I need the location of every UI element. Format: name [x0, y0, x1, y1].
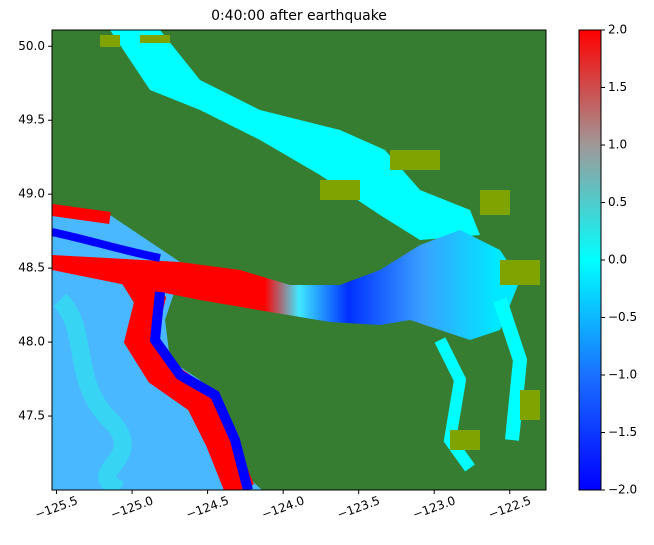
x-tick-label: −125.5 [33, 493, 80, 521]
x-tick-label: −125.0 [109, 493, 156, 521]
y-tick-label: 48.5 [18, 261, 45, 275]
x-tick-label: −124.5 [184, 493, 231, 521]
colorbar-tick-label: −1.5 [608, 425, 637, 439]
colorbar-tick-label: 0.0 [608, 253, 627, 267]
colorbar-tick-label: 1.0 [608, 138, 627, 152]
y-tick-label: 48.0 [18, 335, 45, 349]
x-tick-label: −124.0 [260, 493, 307, 521]
y-tick-label: 49.0 [18, 187, 45, 201]
map [52, 30, 546, 490]
x-tick-label: −123.0 [411, 493, 458, 521]
colorbar-tick-label: −2.0 [608, 483, 637, 497]
y-tick-label: 47.5 [18, 409, 45, 423]
chart-title: 0:40:00 after earthquake [211, 8, 387, 24]
colorbar-tick-label: 1.5 [608, 80, 627, 94]
colorbar-tick-label: 0.5 [608, 195, 627, 209]
colorbar-tick-label: 2.0 [608, 23, 627, 37]
x-tick-label: −122.5 [486, 493, 533, 521]
y-tick-label: 49.5 [18, 113, 45, 127]
colorbar-tick-label: −0.5 [608, 310, 637, 324]
colorbar [578, 29, 602, 491]
colorbar-tick-label: −1.0 [608, 368, 637, 382]
x-tick-label: −123.5 [335, 493, 382, 521]
y-tick-label: 50.0 [18, 39, 45, 53]
